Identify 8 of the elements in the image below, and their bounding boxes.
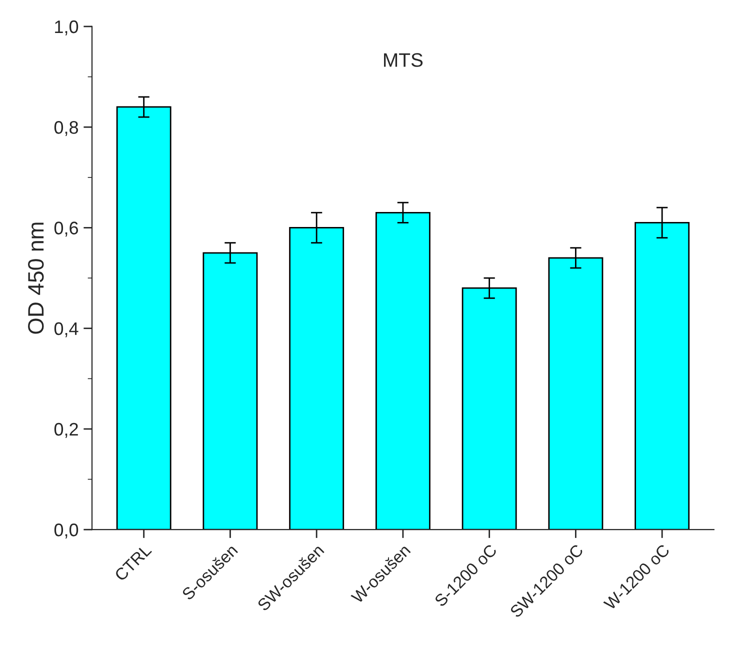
y-tick-label: 0,2 <box>54 422 78 438</box>
y-tick-label: 1,0 <box>55 20 78 36</box>
text: MTS <box>384 53 423 67</box>
y-tick-label: 0,4 <box>54 322 78 338</box>
y-tick-label: 0,8 <box>54 121 78 136</box>
y-tick-label: 0,0 <box>54 524 78 538</box>
y-tick-label: 0,6 <box>54 222 78 237</box>
y-axis-title: OD 450 nm <box>28 222 44 334</box>
